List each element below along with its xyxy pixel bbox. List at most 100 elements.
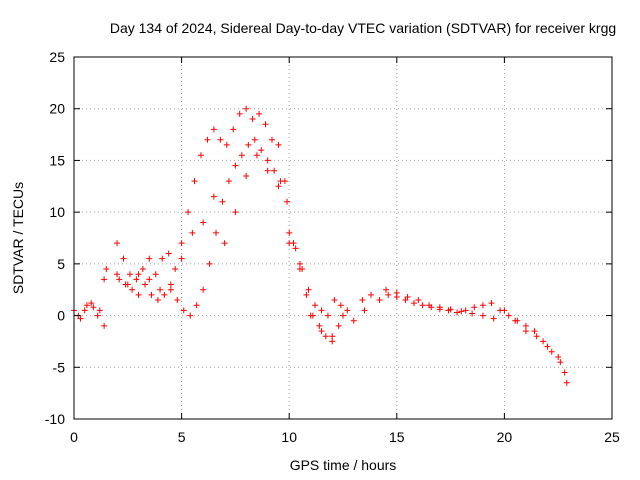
data-point: [232, 162, 239, 169]
data-point: [161, 291, 168, 298]
x-tick-label: 5: [178, 429, 186, 445]
x-axis-label: GPS time / hours: [290, 457, 397, 473]
data-point: [316, 322, 323, 329]
data-point: [271, 167, 278, 174]
data-point: [344, 307, 351, 314]
data-point: [324, 312, 331, 319]
data-point: [191, 178, 198, 185]
data-point: [197, 152, 204, 159]
data-point: [531, 328, 538, 335]
y-tick-label: 0: [57, 308, 65, 324]
y-axis-label: SDTVAR / TECUs: [10, 182, 26, 294]
data-point: [114, 271, 121, 278]
data-point: [77, 315, 84, 322]
data-point: [415, 297, 422, 304]
data-point: [114, 240, 121, 247]
data-point: [129, 286, 136, 293]
data-point: [236, 110, 243, 117]
data-point: [275, 141, 282, 148]
data-point: [258, 147, 265, 154]
data-point: [230, 126, 237, 133]
data-point: [367, 291, 374, 298]
data-point: [436, 304, 443, 311]
data-point: [154, 297, 161, 304]
data-series: [114, 152, 368, 340]
data-point: [90, 304, 97, 311]
data-point: [116, 276, 123, 283]
data-point: [402, 297, 409, 304]
data-point: [180, 307, 187, 314]
x-tick-label: 20: [497, 429, 513, 445]
data-point: [329, 338, 336, 345]
x-tick-label: 25: [604, 429, 620, 445]
data-point: [286, 229, 293, 236]
x-tick-label: 15: [389, 429, 405, 445]
data-point: [167, 281, 174, 288]
data-point: [329, 333, 336, 340]
data-point: [501, 307, 508, 314]
data-point: [561, 369, 568, 376]
data-point: [243, 105, 250, 112]
data-series: [75, 136, 342, 345]
y-tick-label: 15: [49, 152, 65, 168]
data-point: [303, 291, 310, 298]
data-point: [312, 302, 319, 309]
data-point: [238, 152, 245, 159]
data-point: [393, 289, 400, 296]
axis-ticks: [73, 56, 613, 420]
data-point: [340, 312, 346, 319]
data-point: [490, 315, 497, 322]
data-point: [142, 281, 149, 288]
data-point: [148, 291, 155, 298]
data-point: [204, 136, 211, 143]
data-point: [335, 322, 342, 329]
data-point: [522, 328, 529, 335]
data-points: [71, 105, 570, 386]
data-point: [94, 312, 101, 319]
data-point: [292, 245, 299, 252]
data-point: [479, 302, 486, 309]
data-point: [488, 300, 495, 307]
data-point: [512, 317, 519, 324]
data-point: [307, 312, 314, 319]
data-point: [189, 229, 196, 236]
data-point: [221, 240, 228, 247]
data-point: [533, 333, 540, 340]
data-series: [383, 286, 568, 376]
y-tick-label: -10: [45, 411, 65, 427]
chart-title: Day 134 of 2024, Sidereal Day-to-day VTE…: [110, 20, 616, 36]
grid: [74, 57, 612, 419]
data-point: [563, 379, 570, 386]
data-point: [139, 266, 146, 273]
data-point: [101, 276, 108, 283]
data-point: [133, 276, 140, 283]
data-point: [245, 141, 252, 148]
data-point: [174, 297, 181, 304]
data-point: [385, 291, 392, 298]
data-point: [185, 209, 192, 216]
data-series: [359, 291, 570, 386]
data-point: [187, 312, 194, 319]
data-point: [251, 136, 258, 143]
data-point: [81, 307, 88, 314]
data-point: [331, 297, 338, 304]
data-point: [411, 300, 418, 307]
data-point: [458, 308, 465, 315]
data-point: [264, 167, 271, 174]
x-tick-labels: 0 5 10 15 20 25: [70, 429, 620, 445]
y-tick-label: 10: [49, 204, 65, 220]
data-point: [124, 281, 131, 288]
y-tick-label: 25: [49, 49, 65, 65]
data-point: [361, 307, 368, 314]
data-point: [223, 141, 230, 148]
data-point: [268, 136, 275, 143]
x-tick-label: 0: [70, 429, 78, 445]
data-point: [256, 110, 263, 117]
data-point: [359, 297, 366, 304]
data-point: [454, 309, 461, 316]
data-point: [555, 353, 562, 360]
data-point: [505, 312, 512, 319]
data-point: [322, 333, 329, 340]
data-point: [284, 198, 291, 205]
